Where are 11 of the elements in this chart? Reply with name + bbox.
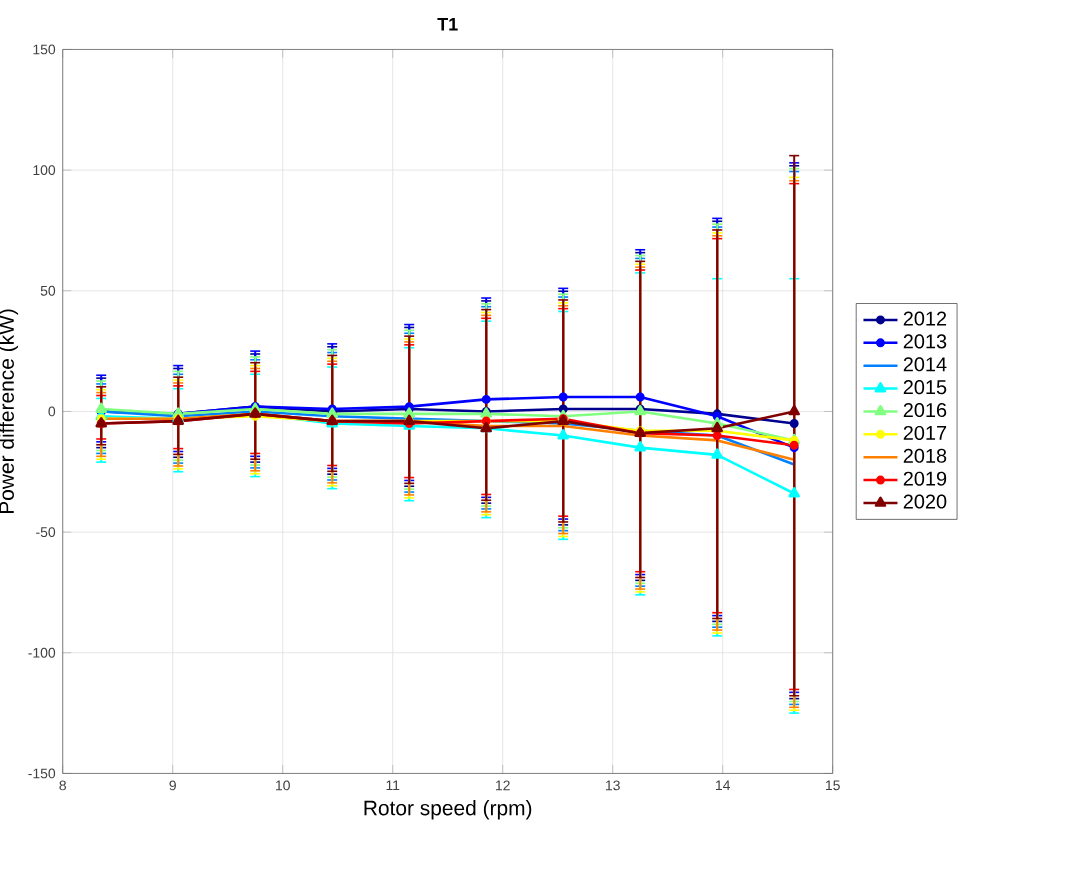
legend-label: 2015 [903,380,947,395]
legend-label: 2017 [903,425,947,440]
legend-label: 2012 [903,311,947,326]
legend-label: 2014 [903,357,947,372]
legend-label: 2018 [903,448,947,463]
legend-label: 2016 [903,403,947,418]
chart-title: T1 [437,18,458,31]
x-axis-title: Rotor speed (rpm) [364,800,532,820]
legend-label: 2019 [903,471,947,486]
legend-label: 2020 [903,494,947,509]
legend-label: 2013 [903,334,947,349]
